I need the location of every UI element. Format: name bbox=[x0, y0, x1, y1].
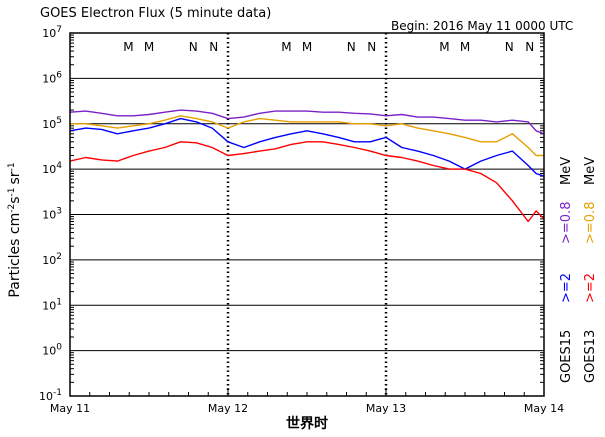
y-axis-label-sup2: -1 bbox=[7, 187, 17, 196]
plot-frame bbox=[69, 32, 545, 397]
x-tick-label: May 14 bbox=[524, 402, 564, 415]
marker-label: M bbox=[439, 40, 449, 54]
x-tick-label: May 13 bbox=[366, 402, 406, 415]
y-tick-label: 107 bbox=[42, 25, 62, 40]
marker-label: N bbox=[347, 40, 356, 54]
legend-orange: >=0.8 bbox=[583, 202, 598, 244]
y-axis-label-sup3: -1 bbox=[7, 162, 17, 171]
grid-layer bbox=[69, 33, 545, 396]
legend-goes15-text: GOES15 bbox=[559, 330, 574, 383]
legend-goes13-text: GOES13 bbox=[583, 330, 598, 383]
y-tick-label: 101 bbox=[42, 297, 62, 312]
legend-red: >=2 bbox=[583, 273, 598, 303]
legend-orange-text: >=0.8 bbox=[583, 202, 598, 244]
series-line-0 bbox=[69, 109, 545, 135]
legend-unit-1: MeV bbox=[559, 157, 574, 185]
marker-label: N bbox=[189, 40, 198, 54]
series-line-2 bbox=[69, 117, 545, 177]
series-layer bbox=[69, 109, 545, 223]
y-axis-label: Particles cm-2s-1sr-1 bbox=[7, 162, 23, 297]
y-axis-label-text: Particles cm-2s-1sr-1 bbox=[7, 162, 23, 297]
x-tick-labels: May 11 May 12 May 13 May 14 bbox=[50, 402, 564, 415]
y-tick-labels: 107 106 105 104 103 102 101 100 10-1 bbox=[39, 25, 62, 403]
marker-label: M bbox=[302, 40, 312, 54]
marker-label: N bbox=[505, 40, 514, 54]
y-tick-label: 100 bbox=[42, 343, 62, 358]
begin-label: Begin: 2016 May 11 0000 UTC bbox=[391, 19, 573, 33]
y-axis-label-tail: sr bbox=[7, 171, 23, 184]
series-line-1 bbox=[70, 115, 544, 157]
legend-unit-2: MeV bbox=[583, 157, 598, 185]
marker-label: M bbox=[144, 40, 154, 54]
y-tick-label: 106 bbox=[42, 70, 62, 85]
legend-purple: >=0.8 bbox=[559, 202, 574, 244]
y-tick-label: 10-1 bbox=[39, 388, 62, 403]
x-tick-label: May 12 bbox=[208, 402, 248, 415]
x-tick-label: May 11 bbox=[50, 402, 90, 415]
x-axis-label: 世界时 bbox=[286, 415, 328, 432]
y-tick-label: 103 bbox=[42, 207, 62, 222]
legend-unit-2-text: MeV bbox=[583, 157, 598, 185]
legend-blue: >=2 bbox=[559, 273, 574, 303]
marker-label: N bbox=[209, 40, 218, 54]
legend-purple-text: >=0.8 bbox=[559, 202, 574, 244]
marker-label: M bbox=[460, 40, 470, 54]
legend-red-text: >=2 bbox=[583, 273, 598, 303]
legend-blue-text: >=2 bbox=[559, 273, 574, 303]
marker-label: N bbox=[525, 40, 534, 54]
series-line-3 bbox=[69, 141, 545, 223]
marker-label: N bbox=[367, 40, 376, 54]
y-axis-label-sup1: -2 bbox=[7, 204, 17, 213]
y-tick-label: 105 bbox=[42, 116, 62, 131]
legend-unit-1-text: MeV bbox=[559, 157, 574, 185]
y-axis-label-unit: s bbox=[7, 196, 23, 203]
marker-label: M bbox=[123, 40, 133, 54]
legend-goes15: GOES15 bbox=[559, 330, 574, 383]
y-axis-label-main: Particles cm bbox=[7, 213, 23, 298]
y-tick-label: 102 bbox=[42, 252, 62, 267]
y-tick-label: 104 bbox=[42, 161, 62, 176]
legend-goes13: GOES13 bbox=[583, 330, 598, 383]
marker-label: M bbox=[281, 40, 291, 54]
chart-title: GOES Electron Flux (5 minute data) bbox=[40, 6, 271, 21]
